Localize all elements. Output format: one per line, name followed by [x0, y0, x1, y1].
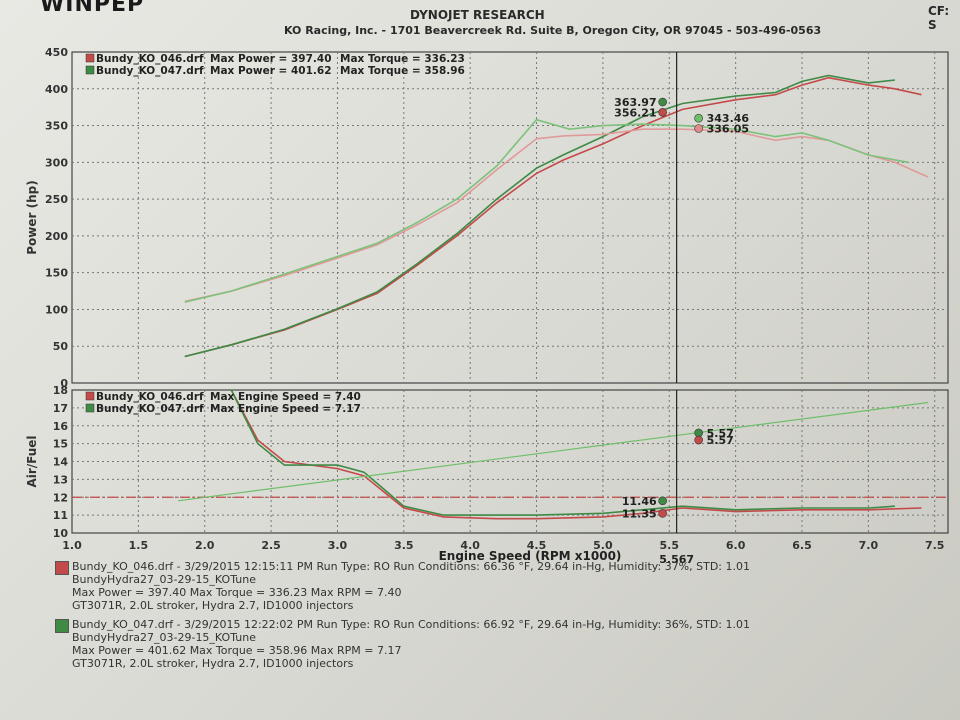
power-cursor-marker — [658, 97, 667, 107]
run-046-line2: BundyHydra27_03-29-15_KOTune — [72, 573, 256, 586]
cursor-rpm-label: 5.567 — [659, 553, 694, 566]
afr-cursor-value: 5.57 — [707, 427, 734, 440]
xtick-label: 6.0 — [726, 539, 746, 552]
power-legend-file: Bundy_KO_047.drf — [96, 65, 204, 77]
afr-ytick-label: 14 — [53, 456, 69, 469]
power-cursor-marker — [694, 124, 703, 133]
afr-legend-file: Bundy_KO_046.drf — [96, 391, 204, 403]
power-series-torque-046 — [184, 128, 929, 303]
afr-legend-swatch — [85, 391, 95, 401]
afr-series-afr-047 — [230, 389, 895, 516]
afr-legend-swatch — [85, 403, 95, 413]
address-line: KO Racing, Inc. - 1701 Beavercreek Rd. S… — [284, 24, 822, 37]
power-ytick-label: 50 — [53, 340, 69, 353]
afr-ytick-label: 16 — [53, 420, 69, 433]
xtick-label: 5.0 — [593, 539, 613, 552]
power-series-power-046 — [184, 76, 922, 358]
power-ytick-label: 300 — [45, 156, 68, 169]
cf-label: CF: S — [928, 4, 950, 32]
power-legend-file: Bundy_KO_046.drf — [96, 53, 204, 65]
afr-ytick-label: 18 — [53, 384, 68, 397]
power-ylabel: Power (hp) — [25, 180, 39, 254]
power-ytick-label: 100 — [45, 303, 68, 316]
xtick-label: 1.0 — [62, 539, 82, 552]
afr-legend-file: Bundy_KO_047.drf — [96, 403, 204, 415]
afr-cursor-value: 11.46 — [622, 495, 657, 508]
xtick-label: 2.5 — [261, 539, 281, 552]
power-ytick-label: 200 — [45, 230, 68, 243]
afr-cursor-marker — [658, 509, 667, 518]
afr-ytick-label: 17 — [53, 402, 68, 415]
power-ytick-label: 250 — [45, 193, 68, 206]
afr-ytick-label: 12 — [53, 491, 68, 504]
xtick-label: 2.0 — [195, 539, 215, 552]
afr-cursor-marker — [658, 496, 667, 506]
winpep-logo: WINPEP — [40, 0, 145, 17]
power-cursor-marker — [658, 108, 667, 117]
afr-ylabel: Air/Fuel — [25, 435, 39, 487]
afr-series-rpm-rpm — [178, 401, 929, 502]
power-legend-swatch — [85, 53, 95, 63]
afr-ytick-label: 13 — [53, 473, 68, 486]
power-ytick-label: 350 — [45, 120, 68, 133]
run-047-line1: Bundy_KO_047.drf - 3/29/2015 12:22:02 PM… — [72, 618, 750, 631]
power-legend-maxtorque: Max Torque = 336.23 — [340, 53, 465, 65]
company-title: DYNOJET RESEARCH — [410, 8, 545, 22]
afr-ytick-label: 10 — [53, 527, 69, 540]
run-047-line2: BundyHydra27_03-29-15_KOTune — [72, 631, 256, 644]
power-ytick-label: 450 — [45, 46, 68, 59]
afr-cursor-value: 5.57 — [707, 434, 734, 447]
xtick-label: 3.5 — [394, 539, 414, 552]
run-046-line1: Bundy_KO_046.drf - 3/29/2015 12:15:11 PM… — [72, 560, 750, 573]
xtick-label: 1.5 — [129, 539, 149, 552]
power-cursor-value: 336.05 — [707, 122, 749, 135]
power-cursor-value: 356.21 — [614, 106, 656, 119]
power-legend-maxtorque: Max Torque = 358.96 — [340, 65, 465, 77]
power-cursor-value: 363.97 — [614, 96, 656, 109]
xtick-label: 4.0 — [460, 539, 480, 552]
power-legend-maxpower: Max Power = 401.62 — [210, 65, 332, 77]
power-ytick-label: 400 — [45, 83, 68, 96]
xtick-label: 3.0 — [328, 539, 348, 552]
power-cursor-value: 343.46 — [707, 112, 750, 125]
power-legend-maxpower: Max Power = 397.40 — [210, 53, 332, 65]
power-legend-swatch — [85, 65, 95, 75]
power-cursor-marker — [694, 113, 703, 123]
xtick-label: 7.5 — [925, 539, 945, 552]
power-series-torque-047 — [184, 118, 909, 303]
power-series-power-047 — [184, 74, 895, 358]
afr-cursor-marker — [694, 428, 703, 438]
afr-cursor-value: 11.35 — [622, 507, 657, 520]
power-ytick-label: 150 — [45, 267, 68, 280]
xtick-label: 7.0 — [859, 539, 879, 552]
afr-legend-maxspeed: Max Engine Speed = 7.40 — [210, 391, 361, 403]
afr-ytick-label: 15 — [53, 438, 68, 451]
power-ytick-label: 0 — [60, 377, 68, 390]
run-046-line4: GT3071R, 2.0L stroker, Hydra 2.7, ID1000… — [72, 599, 354, 612]
afr-ytick-label: 11 — [53, 509, 68, 522]
run-047-line3: Max Power = 401.62 Max Torque = 358.96 M… — [72, 644, 402, 657]
x-axis-label: Engine Speed (RPM x1000) — [439, 549, 622, 563]
run-046-line3: Max Power = 397.40 Max Torque = 336.23 M… — [72, 586, 402, 599]
xtick-label: 5.5 — [660, 539, 680, 552]
power-plot-frame — [71, 51, 949, 384]
xtick-label: 4.5 — [527, 539, 547, 552]
run-046-swatch-icon — [55, 561, 69, 575]
afr-cursor-marker — [694, 435, 703, 445]
xtick-label: 6.5 — [792, 539, 812, 552]
run-047-swatch-icon — [55, 619, 69, 633]
afr-legend-maxspeed: Max Engine Speed = 7.17 — [210, 403, 361, 415]
run-047-line4: GT3071R, 2.0L stroker, Hydra 2.7, ID1000… — [72, 657, 354, 670]
